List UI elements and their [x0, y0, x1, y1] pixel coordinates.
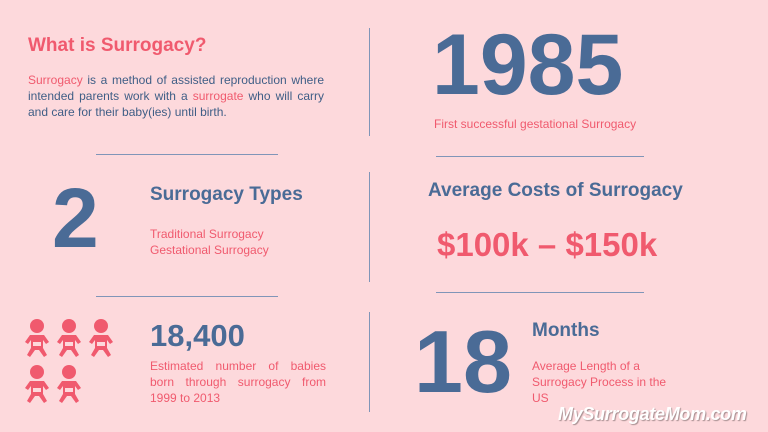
types-list: Traditional Surrogacy Gestational Surrog… — [150, 226, 269, 258]
surrogacy-lead-word: Surrogacy — [28, 73, 83, 87]
vertical-divider-middle — [369, 172, 370, 282]
baby-icon — [24, 364, 50, 404]
cost-heading: Average Costs of Surrogacy — [428, 180, 683, 201]
site-watermark: MySurrogateMom.com — [558, 404, 747, 424]
type-item-traditional: Traditional Surrogacy — [150, 227, 264, 241]
baby-icon — [56, 318, 82, 358]
horizontal-divider-left-2 — [96, 296, 278, 297]
months-unit: Months — [532, 320, 600, 341]
cost-value: $100k – $150k — [437, 226, 658, 263]
horizontal-divider-left-1 — [96, 154, 278, 155]
year-caption: First successful gestational Surrogacy — [434, 117, 637, 131]
horizontal-divider-right-2 — [436, 292, 644, 293]
type-item-gestational: Gestational Surrogacy — [150, 243, 269, 257]
baby-icon — [24, 318, 50, 358]
vertical-divider-top — [369, 28, 370, 136]
babies-caption: Estimated number of babies born through … — [150, 359, 326, 405]
babies-value: 18,400 — [150, 318, 245, 353]
types-value: 2 — [52, 171, 99, 265]
surrogacy-description: Surrogacy is a method of assisted reprod… — [28, 72, 324, 120]
surrogacy-text-part2: who will carry and care for their baby(i… — [28, 89, 324, 119]
months-value: 18 — [414, 312, 512, 411]
horizontal-divider-right-1 — [436, 156, 644, 157]
baby-icon — [88, 318, 114, 358]
surrogacy-text-part1: is a method of assisted reproduction whe… — [28, 73, 324, 103]
types-heading: Surrogacy Types — [150, 184, 303, 205]
surrogacy-heading: What is Surrogacy? — [28, 35, 207, 56]
vertical-divider-bottom — [369, 312, 370, 412]
baby-icon — [56, 364, 82, 404]
year-value: 1985 — [432, 17, 624, 113]
months-caption: Average Length of a Surrogacy Process in… — [532, 359, 667, 405]
surrogate-word: surrogate — [192, 89, 244, 103]
